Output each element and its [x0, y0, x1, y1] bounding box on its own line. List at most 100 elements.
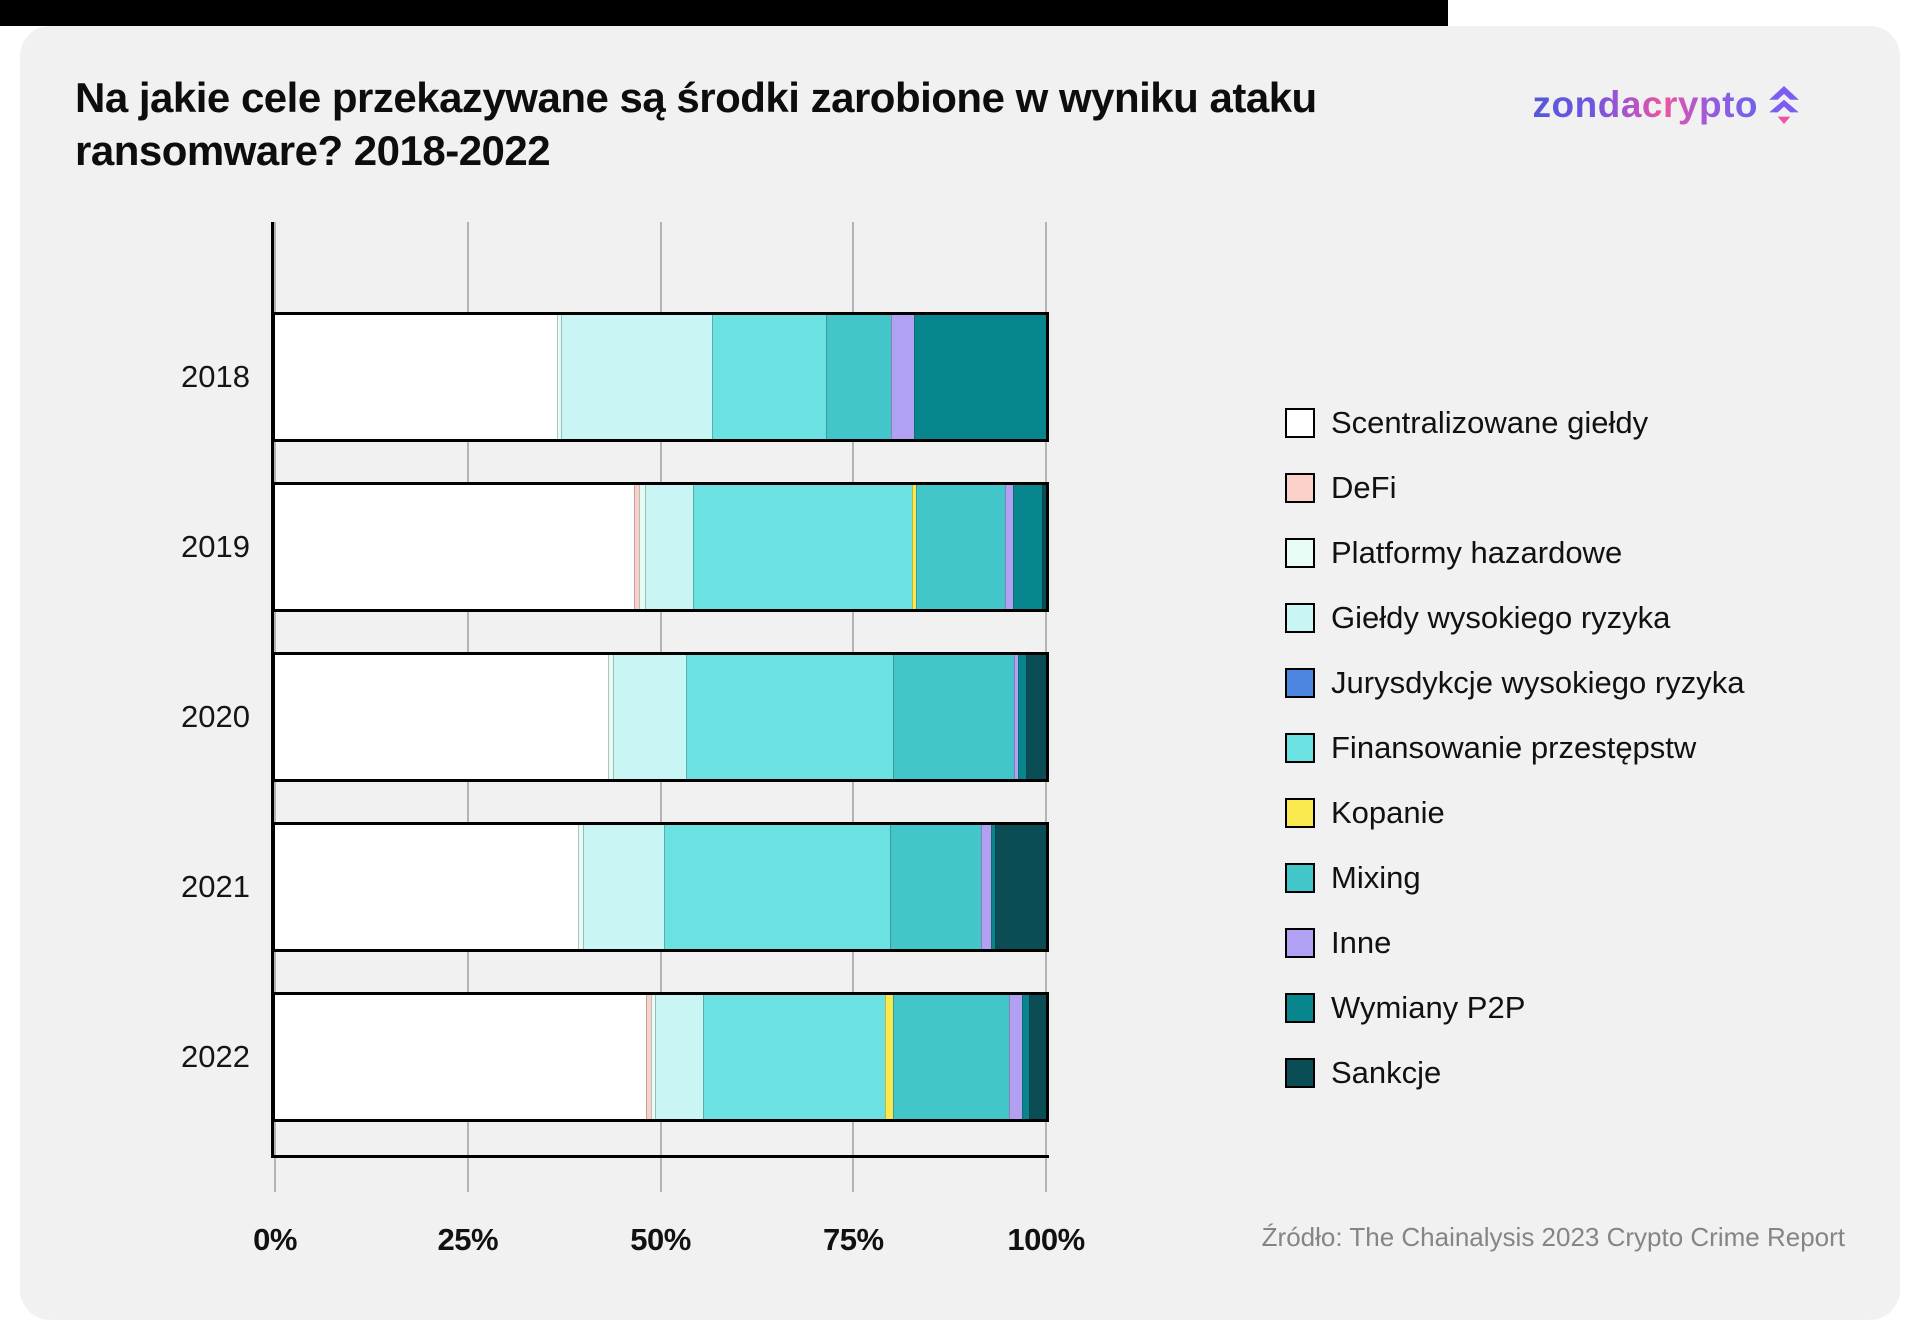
segment-2020-Wymiany P2P: [1017, 655, 1026, 779]
segment-2019-Wymiany P2P: [1013, 485, 1042, 609]
segment-2022-Scentralizowane giełdy: [275, 995, 647, 1119]
legend-label-Wymiany P2P: Wymiany P2P: [1331, 990, 1526, 1025]
logo-wordmark: zondacrypto: [1532, 84, 1758, 125]
segment-2022-Wymiany P2P: [1022, 995, 1029, 1119]
legend-item-Kopanie: Kopanie: [1285, 793, 1445, 833]
segment-2021-Mixing: [889, 825, 981, 949]
legend-label-Platformy hazardowe: Platformy hazardowe: [1331, 535, 1623, 570]
segment-2021-Inne: [980, 825, 991, 949]
legend-item-Giełdy wysokiego ryzyka: Giełdy wysokiego ryzyka: [1285, 598, 1670, 638]
segment-2020-Finansowanie przestępstw: [685, 655, 894, 779]
segment-2020-Mixing: [893, 655, 1014, 779]
year-label-2022: 2022: [181, 1039, 250, 1074]
segment-2019-Finansowanie przestępstw: [692, 485, 912, 609]
legend-label-Kopanie: Kopanie: [1331, 795, 1445, 830]
segment-2019-Platformy hazardowe: [638, 485, 645, 609]
segment-2020-Giełdy wysokiego ryzyka: [613, 655, 686, 779]
x-tick-label-0%: 0%: [253, 1222, 297, 1257]
title-line-1: Na jakie cele przekazywane są środki zar…: [75, 74, 1317, 121]
top-black-strip: [0, 0, 1448, 26]
segment-2022-Inne: [1009, 995, 1023, 1119]
axis-tick-75%: [852, 1158, 855, 1192]
x-tick-label-25%: 25%: [437, 1222, 499, 1257]
segment-2019-Sankcje: [1041, 485, 1046, 609]
segment-2022-Platformy hazardowe: [651, 995, 655, 1119]
segment-2022-DeFi: [646, 995, 652, 1119]
segment-2019-Scentralizowane giełdy: [275, 485, 634, 609]
legend-label-Sankcje: Sankcje: [1331, 1055, 1442, 1090]
legend-label-Jurysdykcje wysokiego ryzyka: Jurysdykcje wysokiego ryzyka: [1331, 665, 1745, 700]
legend-swatch-Platformy hazardowe: [1285, 538, 1315, 568]
legend-item-Finansowanie przestępstw: Finansowanie przestępstw: [1285, 728, 1696, 768]
axis-tick-50%: [659, 1158, 662, 1192]
segment-2019-Mixing: [915, 485, 1006, 609]
segment-2019-Kopanie: [911, 485, 916, 609]
segment-2020-Scentralizowane giełdy: [275, 655, 608, 779]
legend-swatch-Scentralizowane giełdy: [1285, 408, 1315, 438]
segment-2020-Platformy hazardowe: [607, 655, 614, 779]
legend-item-DeFi: DeFi: [1285, 468, 1396, 508]
bar-2022: [272, 992, 1049, 1122]
segment-2018-Giełdy wysokiego ryzyka: [560, 315, 712, 439]
segment-2021-Scentralizowane giełdy: [275, 825, 579, 949]
legend-label-Scentralizowane giełdy: Scentralizowane giełdy: [1331, 405, 1649, 440]
segment-2018-Platformy hazardowe: [556, 315, 561, 439]
legend-swatch-Jurysdykcje wysokiego ryzyka: [1285, 668, 1315, 698]
legend-swatch-Wymiany P2P: [1285, 993, 1315, 1023]
segment-2021-Wymiany P2P: [990, 825, 995, 949]
legend-swatch-Kopanie: [1285, 798, 1315, 828]
segment-2018-Inne: [891, 315, 915, 439]
legend-swatch-Sankcje: [1285, 1058, 1315, 1088]
x-tick-label-75%: 75%: [822, 1222, 884, 1257]
spruce-tree-icon: [1769, 86, 1799, 124]
segment-2020-Sankcje: [1025, 655, 1046, 779]
x-tick-label-50%: 50%: [630, 1222, 691, 1257]
axis-tick-0%: [274, 1158, 276, 1192]
axis-tick-25%: [466, 1158, 469, 1192]
segment-2018-Finansowanie przestępstw: [711, 315, 827, 439]
bar-2018: [272, 312, 1049, 442]
segment-2018-Mixing: [826, 315, 892, 439]
legend-item-Wymiany P2P: Wymiany P2P: [1285, 988, 1525, 1028]
legend-swatch-Mixing: [1285, 863, 1315, 893]
year-label-2019: 2019: [181, 529, 250, 564]
segment-2021-Giełdy wysokiego ryzyka: [582, 825, 664, 949]
segment-2022-Finansowanie przestępstw: [702, 995, 886, 1119]
legend-item-Platformy hazardowe: Platformy hazardowe: [1285, 533, 1622, 573]
title-line-2: ransomware? 2018-2022: [75, 126, 551, 174]
segment-2019-Inne: [1005, 485, 1014, 609]
legend-label-Mixing: Mixing: [1331, 860, 1421, 895]
bar-2021: [272, 822, 1049, 952]
segment-2018-Scentralizowane giełdy: [275, 315, 557, 439]
legend-item-Mixing: Mixing: [1285, 858, 1421, 898]
x-axis-line: [271, 1155, 1049, 1158]
segment-2022-Sankcje: [1028, 995, 1047, 1119]
year-label-2018: 2018: [181, 359, 250, 394]
legend-label-Inne: Inne: [1331, 925, 1392, 960]
legend-item-Inne: Inne: [1285, 923, 1391, 963]
legend-swatch-Inne: [1285, 928, 1315, 958]
x-tick-label-100%: 100%: [1007, 1222, 1085, 1257]
page-title: Na jakie cele przekazywane są środki zar…: [75, 72, 1435, 178]
source-note: Źródło: The Chainalysis 2023 Crypto Crim…: [1261, 1222, 1845, 1252]
legend-swatch-Finansowanie przestępstw: [1285, 733, 1315, 763]
year-label-2021: 2021: [181, 869, 250, 904]
year-label-2020: 2020: [181, 699, 250, 734]
bar-2019: [272, 482, 1049, 612]
legend-label-DeFi: DeFi: [1331, 470, 1397, 505]
bar-2020: [272, 652, 1049, 782]
legend-label-Finansowanie przestępstw: Finansowanie przestępstw: [1331, 730, 1697, 765]
segment-2021-Platformy hazardowe: [578, 825, 583, 949]
axis-tick-100%: [1045, 1158, 1047, 1192]
segment-2019-Giełdy wysokiego ryzyka: [644, 485, 693, 609]
legend-item-Scentralizowane giełdy: Scentralizowane giełdy: [1285, 403, 1648, 443]
segment-2022-Kopanie: [885, 995, 894, 1119]
legend-swatch-DeFi: [1285, 473, 1315, 503]
segment-2018-Wymiany P2P: [914, 315, 1047, 439]
segment-2020-Inne: [1013, 655, 1018, 779]
legend-label-Giełdy wysokiego ryzyka: Giełdy wysokiego ryzyka: [1331, 600, 1671, 635]
segment-2021-Finansowanie przestępstw: [664, 825, 890, 949]
legend-item-Jurysdykcje wysokiego ryzyka: Jurysdykcje wysokiego ryzyka: [1285, 663, 1744, 703]
segment-2019-DeFi: [633, 485, 639, 609]
segment-2022-Giełdy wysokiego ryzyka: [654, 995, 703, 1119]
